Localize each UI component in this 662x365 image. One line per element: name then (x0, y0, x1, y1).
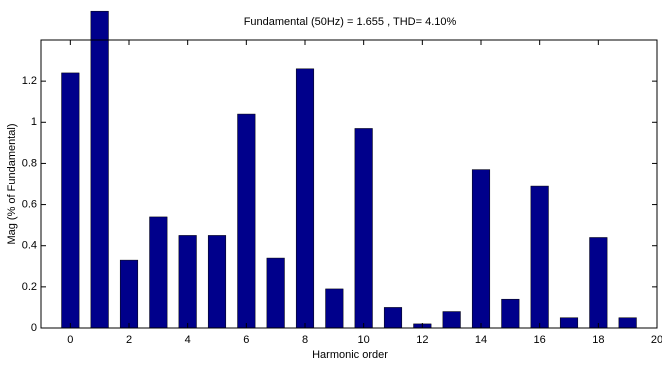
x-axis-label: Harmonic order (312, 349, 388, 361)
bar (207, 235, 227, 329)
y-tick-label: 1.2 (22, 75, 37, 87)
y-tick-label: 0.2 (22, 281, 37, 293)
bar (589, 237, 608, 329)
bar (149, 216, 168, 329)
chart-title: Fundamental (50Hz) = 1.655 , THD= 4.10% (244, 16, 457, 28)
x-tick-label: 14 (475, 334, 487, 346)
bar (618, 317, 637, 329)
x-tick-label: 0 (67, 334, 73, 346)
bar (383, 307, 403, 329)
y-tick-label: 0.4 (22, 240, 37, 252)
x-tick-label: 16 (534, 334, 546, 346)
y-tick-label: 0.8 (22, 157, 37, 169)
bar (266, 257, 285, 329)
y-tick-label: 0.6 (22, 198, 37, 210)
bar (501, 298, 520, 329)
bar (295, 68, 315, 329)
axes-box (40, 39, 658, 329)
x-tick-label: 2 (126, 334, 132, 346)
bar (471, 169, 491, 329)
x-tick-label: 18 (592, 334, 604, 346)
x-tick-label: 4 (185, 334, 191, 346)
bar (61, 72, 80, 329)
bar (354, 128, 373, 329)
bar (559, 317, 579, 329)
y-axis-label: Mag (% of Fundamental) (6, 123, 18, 244)
x-tick-label: 12 (416, 334, 428, 346)
bar (237, 113, 256, 329)
x-tick-label: 10 (358, 334, 370, 346)
x-tick-label: 6 (243, 334, 249, 346)
bar (90, 10, 109, 329)
bar (119, 259, 139, 329)
x-tick-label: 8 (302, 334, 308, 346)
bar (178, 235, 197, 329)
bar (442, 311, 461, 329)
y-tick-label: 1 (31, 116, 37, 128)
x-tick-label: 20 (651, 334, 662, 346)
bar (530, 185, 549, 329)
bar (325, 288, 344, 329)
y-tick-label: 0 (31, 322, 37, 334)
